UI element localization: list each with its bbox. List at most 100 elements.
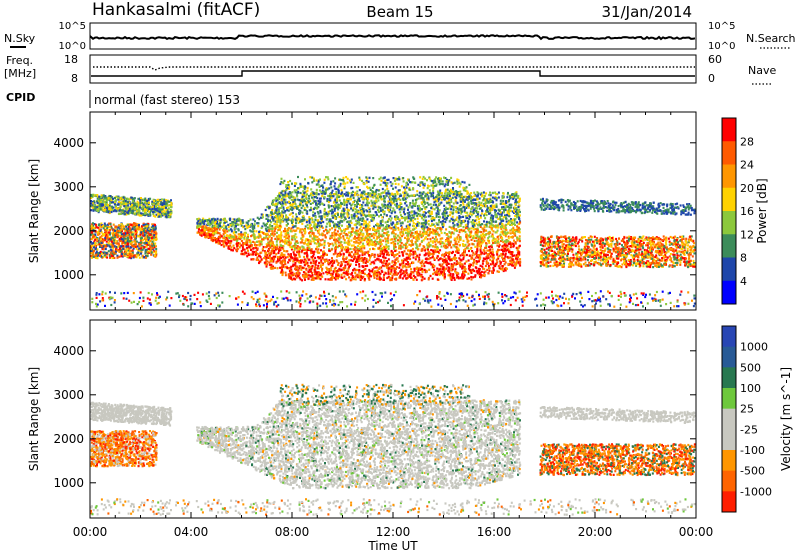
data-cell [465, 300, 467, 302]
data-cell [368, 207, 370, 209]
data-cell [283, 298, 285, 300]
data-cell [148, 250, 150, 252]
data-cell [568, 298, 570, 300]
nave-label: Nave [748, 64, 776, 77]
data-cell [500, 200, 502, 202]
data-cell [423, 205, 425, 207]
data-cell [305, 225, 307, 227]
data-cell [551, 295, 553, 297]
data-cell [265, 299, 267, 301]
data-cell [341, 230, 343, 232]
data-cell [141, 305, 143, 307]
data-cell [508, 215, 510, 217]
data-cell [96, 305, 98, 307]
data-cell [275, 198, 277, 200]
data-cell [327, 242, 329, 244]
data-cell [313, 198, 315, 200]
data-cell [315, 296, 317, 298]
data-cell [320, 239, 322, 241]
data-cell [155, 206, 157, 208]
data-cell [498, 292, 500, 294]
data-cell [143, 230, 145, 232]
data-cell [144, 246, 146, 248]
data-cell [108, 197, 110, 199]
data-cell [357, 221, 359, 223]
data-cell [95, 224, 97, 226]
data-cell [362, 276, 364, 278]
data-cell [105, 197, 107, 199]
nave-trace [93, 67, 695, 70]
data-cell [132, 228, 134, 230]
data-cell [366, 265, 368, 267]
data-cell [635, 293, 637, 295]
data-cell [637, 304, 639, 306]
data-cell [200, 305, 202, 307]
data-cell [519, 235, 521, 237]
data-cell [362, 217, 364, 219]
data-cell [231, 230, 233, 232]
data-cell [187, 292, 189, 294]
data-cell [261, 213, 263, 215]
data-cell [137, 198, 139, 200]
data-cell [350, 303, 352, 305]
data-cell [401, 228, 403, 230]
data-cell [103, 227, 105, 229]
data-cell [359, 200, 361, 202]
data-cell [438, 293, 440, 295]
data-cell [304, 252, 306, 254]
data-cell [355, 301, 357, 303]
data-cell [121, 238, 123, 240]
data-cell [352, 269, 354, 271]
data-cell [165, 209, 167, 211]
data-cell [314, 267, 316, 269]
data-cell [109, 229, 111, 231]
data-cell [629, 294, 631, 296]
data-cell [382, 240, 384, 242]
data-cell [136, 203, 138, 205]
data-cell [148, 248, 150, 250]
data-cell [123, 245, 125, 247]
data-cell [651, 297, 653, 299]
data-cell [331, 234, 333, 236]
data-cell [163, 203, 165, 205]
data-cell [361, 297, 363, 299]
data-cell [129, 227, 131, 229]
data-cell [170, 297, 172, 299]
data-cell [299, 229, 301, 231]
data-cell [151, 201, 153, 203]
data-cell [335, 296, 337, 298]
data-cell [506, 295, 508, 297]
data-cell [130, 232, 132, 234]
data-cell [100, 238, 102, 240]
data-cell [106, 256, 108, 258]
data-cell [315, 223, 317, 225]
data-cell [206, 300, 208, 302]
data-cell [338, 262, 340, 264]
data-cell [146, 225, 148, 227]
data-cell [519, 238, 521, 240]
data-cell [127, 238, 129, 240]
data-cell [665, 303, 667, 305]
data-cell [221, 292, 223, 294]
data-cell [331, 243, 333, 245]
noise-panel: N.Sky 10^5 10^0 10^5 10^0 N.Search [4, 21, 796, 52]
data-cell [679, 294, 681, 296]
data-cell [125, 240, 127, 242]
data-cell [150, 304, 152, 306]
data-cell [453, 227, 455, 229]
data-cell [497, 218, 499, 220]
data-cell [105, 203, 107, 205]
data-cell [448, 199, 450, 201]
data-cell [143, 242, 145, 244]
data-cell [498, 196, 500, 198]
nave-right-tick-top: 60 [708, 53, 722, 66]
data-cell [372, 306, 374, 308]
data-cell [462, 299, 464, 301]
data-cell [411, 214, 413, 216]
data-cell [373, 206, 375, 208]
data-cell [120, 292, 122, 294]
data-cell [255, 254, 257, 256]
data-cell [497, 302, 499, 304]
data-cell [635, 304, 637, 306]
data-cell [348, 232, 350, 234]
